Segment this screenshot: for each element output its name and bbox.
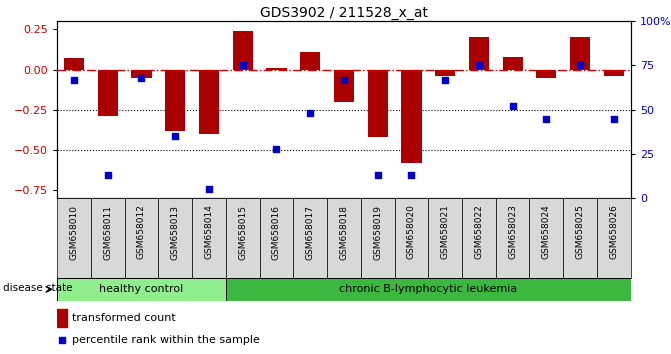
Point: [339, 77, 350, 82]
FancyBboxPatch shape: [563, 198, 597, 278]
FancyBboxPatch shape: [327, 198, 361, 278]
Text: GSM658026: GSM658026: [609, 205, 619, 259]
Point: [406, 172, 417, 178]
Point: [507, 103, 518, 109]
Point: [136, 75, 147, 81]
Text: disease state: disease state: [3, 283, 72, 293]
FancyBboxPatch shape: [395, 198, 428, 278]
Point: [203, 187, 214, 192]
Text: GSM658023: GSM658023: [508, 205, 517, 259]
Text: GSM658022: GSM658022: [474, 205, 483, 259]
Bar: [165, 69, 185, 131]
Text: GSM658019: GSM658019: [373, 205, 382, 259]
FancyBboxPatch shape: [462, 198, 496, 278]
FancyBboxPatch shape: [225, 198, 260, 278]
Point: [238, 63, 248, 68]
Point: [541, 116, 552, 121]
Point: [575, 63, 586, 68]
Point: [170, 133, 180, 139]
Bar: [570, 37, 590, 69]
Point: [271, 146, 282, 152]
Bar: [64, 58, 84, 69]
Title: GDS3902 / 211528_x_at: GDS3902 / 211528_x_at: [260, 6, 428, 20]
Text: GSM658014: GSM658014: [205, 205, 213, 259]
Bar: [536, 69, 556, 78]
Text: GSM658018: GSM658018: [340, 205, 348, 259]
Bar: [435, 69, 455, 76]
Text: GSM658017: GSM658017: [305, 205, 315, 259]
Bar: [333, 69, 354, 102]
Text: chronic B-lymphocytic leukemia: chronic B-lymphocytic leukemia: [339, 284, 517, 295]
FancyBboxPatch shape: [597, 198, 631, 278]
Text: GSM658016: GSM658016: [272, 205, 281, 259]
Text: GSM658024: GSM658024: [542, 205, 551, 259]
Point: [102, 172, 113, 178]
FancyBboxPatch shape: [496, 198, 529, 278]
FancyBboxPatch shape: [158, 198, 192, 278]
FancyBboxPatch shape: [361, 198, 395, 278]
FancyBboxPatch shape: [192, 198, 225, 278]
Bar: [97, 69, 118, 116]
Text: transformed count: transformed count: [72, 313, 176, 323]
Point: [474, 63, 484, 68]
Text: GSM658012: GSM658012: [137, 205, 146, 259]
Bar: [401, 69, 421, 163]
Point: [68, 77, 79, 82]
Bar: [469, 37, 489, 69]
FancyBboxPatch shape: [57, 198, 91, 278]
Bar: [199, 69, 219, 134]
Bar: [132, 69, 152, 78]
FancyBboxPatch shape: [428, 198, 462, 278]
Point: [305, 110, 315, 116]
Text: GSM658015: GSM658015: [238, 205, 247, 259]
Text: percentile rank within the sample: percentile rank within the sample: [72, 335, 260, 346]
Bar: [604, 69, 624, 76]
Bar: [300, 52, 320, 69]
Point: [440, 77, 450, 82]
Point: [609, 116, 619, 121]
Bar: [503, 57, 523, 69]
Bar: [57, 309, 67, 326]
Point: [385, 233, 396, 238]
Bar: [266, 68, 287, 69]
Text: healthy control: healthy control: [99, 284, 184, 295]
Bar: [368, 69, 388, 137]
Text: GSM658010: GSM658010: [69, 205, 79, 259]
Bar: [225, 278, 631, 301]
FancyBboxPatch shape: [91, 198, 125, 278]
FancyBboxPatch shape: [293, 198, 327, 278]
Text: GSM658020: GSM658020: [407, 205, 416, 259]
Point: [372, 172, 383, 178]
FancyBboxPatch shape: [260, 198, 293, 278]
Text: GSM658013: GSM658013: [170, 205, 180, 259]
Text: GSM658011: GSM658011: [103, 205, 112, 259]
FancyBboxPatch shape: [529, 198, 563, 278]
Text: GSM658021: GSM658021: [441, 205, 450, 259]
Text: GSM658025: GSM658025: [576, 205, 584, 259]
Bar: [57, 278, 225, 301]
FancyBboxPatch shape: [125, 198, 158, 278]
Bar: [233, 31, 253, 69]
